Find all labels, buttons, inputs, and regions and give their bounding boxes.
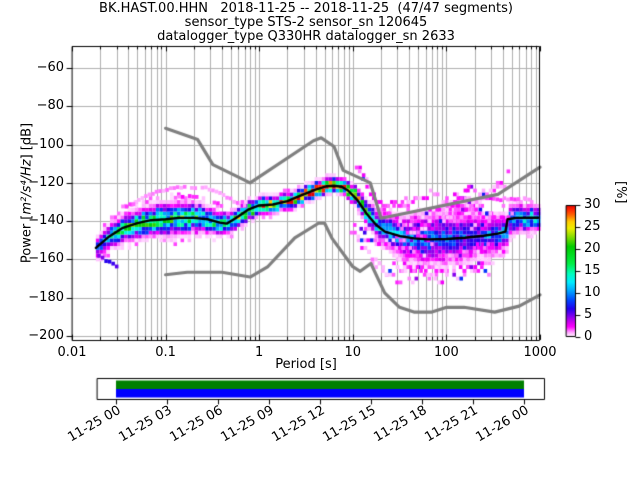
x-tick-label: 1000	[523, 345, 557, 360]
colorbar-tick-label: 5	[584, 307, 593, 322]
colorbar-label: [%]	[613, 181, 628, 204]
y-tick-label: −180	[28, 289, 64, 305]
x-axis-label: Period [s]	[275, 357, 337, 372]
colorbar-tick-label: 0	[584, 329, 593, 344]
y-tick-label: −140	[28, 213, 64, 229]
plot-title: BK.HAST.00.HHN 2018-11-25 -- 2018-11-25 …	[99, 1, 513, 16]
plot-subtitle-sensor: sensor_type STS-2 sensor_sn 120645	[184, 15, 428, 30]
y-tick-label: −60	[36, 60, 64, 75]
y-tick-label: −80	[36, 98, 64, 114]
y-tick-label: −200	[28, 328, 64, 343]
y-tick-label: −120	[28, 174, 64, 190]
colorbar-tick-label: 10	[584, 285, 601, 300]
x-tick-label: 1	[255, 345, 264, 360]
colorbar-tick-label: 25	[584, 219, 601, 234]
x-tick-label: 0.01	[57, 345, 87, 360]
x-tick-label: 100	[433, 345, 459, 360]
x-tick-label: 0.1	[155, 345, 176, 360]
plot-subtitle-datalogger: datalogger_type Q330HR datalogger_sn 263…	[157, 29, 455, 44]
colorbar-tick-label: 30	[584, 197, 601, 212]
y-tick-label: −160	[28, 251, 64, 267]
colorbar-tick-label: 15	[584, 263, 601, 278]
x-tick-label: 10	[344, 345, 362, 360]
colorbar-tick-label: 20	[584, 241, 601, 256]
y-tick-label: −100	[28, 136, 64, 152]
